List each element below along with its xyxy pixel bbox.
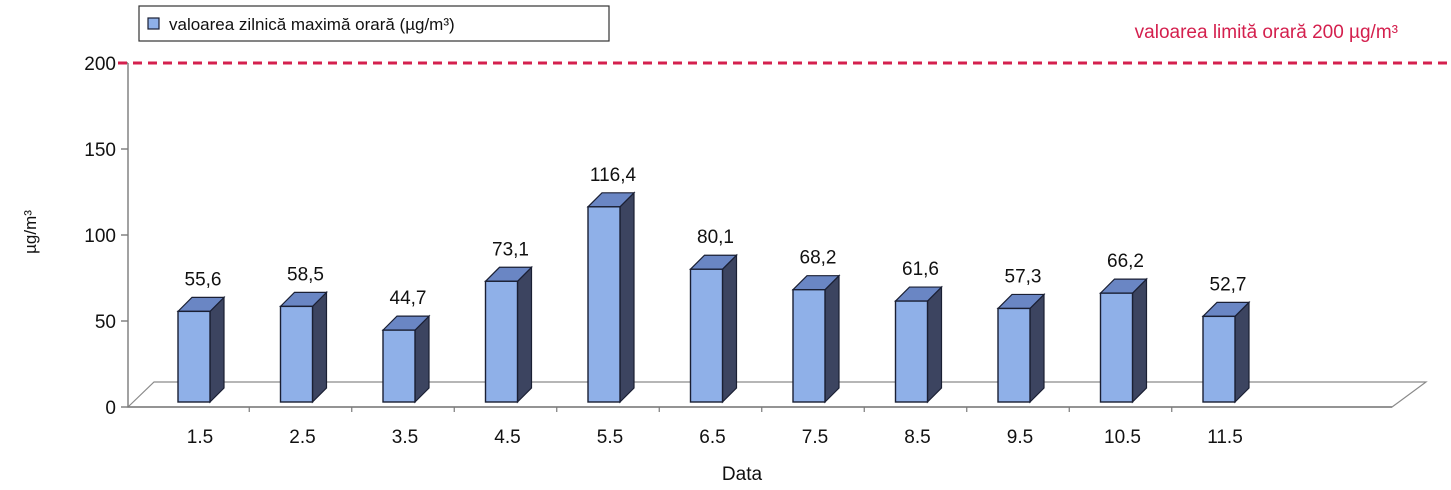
bar: [176, 295, 226, 404]
bar: [894, 285, 943, 404]
bar: [1201, 300, 1251, 404]
legend-box: [138, 5, 610, 42]
bar-front: [587, 206, 621, 403]
y-axis-title: µg/m³: [21, 210, 40, 254]
data-label: 80,1: [697, 227, 734, 248]
bar-side: [926, 285, 943, 404]
y-tick-label: 150: [84, 140, 116, 161]
x-tick-label: 9.5: [1007, 427, 1033, 448]
bar-front: [1099, 292, 1134, 403]
x-tick-label: 3.5: [392, 427, 418, 448]
bar-side: [619, 191, 635, 404]
x-tick-label: 6.5: [699, 427, 725, 448]
bar-front: [997, 307, 1031, 403]
x-tick-label: 10.5: [1104, 427, 1141, 448]
y-tick-label: 200: [84, 54, 116, 75]
data-label: 52,7: [1210, 274, 1247, 295]
y-tick-label: 100: [84, 226, 116, 247]
bar-side: [414, 314, 430, 404]
bar-front: [689, 268, 724, 403]
bar-front: [177, 310, 211, 403]
x-tick-label: 8.5: [904, 427, 930, 448]
bar-front: [894, 300, 929, 403]
x-tick-label: 5.5: [597, 427, 623, 448]
x-tick-label: 2.5: [289, 427, 315, 448]
bar-front: [279, 305, 314, 403]
bar: [996, 292, 1046, 404]
data-label: 116,4: [590, 165, 637, 186]
bar-side: [1234, 300, 1250, 404]
x-tick-label: 11.5: [1207, 427, 1243, 448]
x-tick-label: 4.5: [494, 427, 520, 448]
bar-front: [792, 288, 826, 403]
data-label: 68,2: [800, 248, 837, 269]
y-tick-label: 50: [95, 312, 116, 333]
legend-label: valoarea zilnică maximă orară (µg/m³): [169, 15, 455, 34]
bar-front: [1202, 315, 1236, 403]
data-label: 73,1: [492, 239, 529, 260]
legend-swatch: [147, 17, 160, 30]
bar-side: [721, 253, 738, 404]
bar-side: [1029, 292, 1045, 404]
data-label: 57,3: [1005, 266, 1042, 287]
bar-side: [209, 295, 225, 404]
legend: valoarea zilnică maximă orară (µg/m³): [138, 5, 610, 42]
bar-front: [484, 280, 519, 403]
bar: [484, 265, 533, 404]
bar: [586, 191, 636, 404]
bar-side: [311, 290, 328, 404]
bar-side: [516, 265, 533, 404]
bar: [1099, 277, 1148, 404]
data-label: 44,7: [390, 288, 427, 309]
bar: [689, 253, 738, 404]
bar-front: [382, 329, 416, 403]
data-label: 66,2: [1107, 251, 1144, 272]
x-tick-label: 1.5: [187, 427, 213, 448]
data-label: 58,5: [287, 264, 324, 285]
bar: [279, 290, 328, 404]
bar-side: [824, 274, 840, 404]
y-tick-label: 0: [105, 398, 116, 419]
threshold-label: valoarea limită orară 200 µg/m³: [1135, 22, 1398, 43]
data-label: 55,6: [185, 269, 222, 290]
x-tick-label: 7.5: [802, 427, 828, 448]
bar: [791, 274, 841, 404]
x-axis-title: Data: [722, 464, 763, 485]
bar: [381, 314, 431, 404]
data-label: 61,6: [902, 259, 939, 280]
bar-side: [1131, 277, 1148, 404]
